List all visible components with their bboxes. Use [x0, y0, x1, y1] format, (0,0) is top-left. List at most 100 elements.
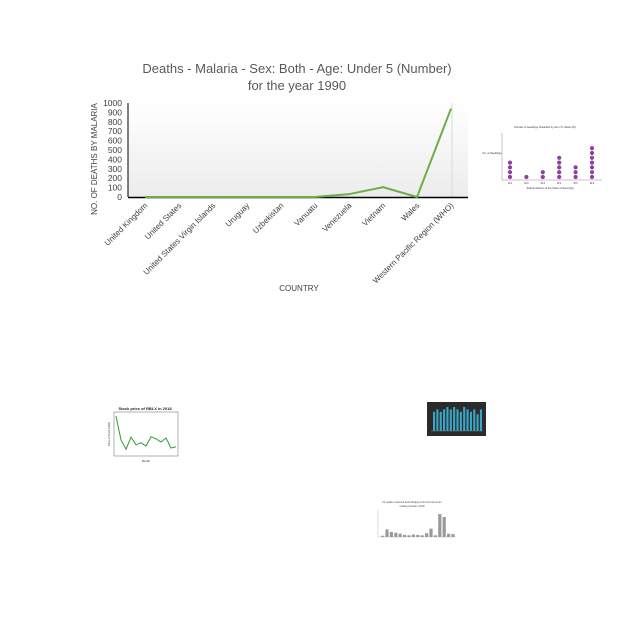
thumbnail-x-label: Month — [142, 459, 151, 463]
thumbnail-background — [104, 402, 184, 464]
bar — [443, 409, 446, 431]
y-tick-label: 1000 — [103, 98, 122, 108]
thumbnail-x-tick-label: W-6 — [590, 182, 595, 185]
bar — [429, 528, 433, 537]
x-tick-label: Venezuela — [321, 201, 354, 234]
bar — [403, 534, 407, 537]
bar — [453, 407, 456, 431]
bar — [389, 532, 393, 537]
y-tick-label: 100 — [108, 183, 122, 193]
x-tick-label: United Kingdom — [103, 201, 150, 248]
x-tick-label: Uzbekistan — [251, 201, 285, 235]
y-tick-label: 800 — [108, 117, 122, 127]
dot-point — [507, 160, 513, 165]
thumbnail-x-label: Total Emissions of the Class of Seed (kg… — [526, 186, 573, 190]
chart-subtitle: for the year 1990 — [248, 78, 346, 93]
x-tick-label: United States Virgin Islands — [142, 201, 218, 277]
bar — [433, 411, 436, 431]
stock-price-chart-thumbnail: Stock price of RBLX in 2018 Price of Sto… — [104, 402, 184, 464]
malaria-deaths-chart: Deaths - Malaria - Sex: Both - Age: Unde… — [90, 61, 468, 293]
x-tick-label: Vanuatu — [292, 201, 319, 228]
y-tick-label: 0 — [117, 192, 122, 202]
bar — [381, 535, 385, 537]
bar — [456, 409, 459, 431]
dot-point — [573, 165, 578, 170]
dot-point — [589, 170, 595, 175]
thumbnail-y-label: Price of Stock (USD) — [107, 422, 111, 446]
x-tick-label: Vietnam — [360, 201, 387, 228]
x-axis-label: COUNTRY — [279, 284, 319, 293]
series-line — [145, 108, 452, 198]
dot-point — [507, 170, 513, 175]
thumbnail-x-tick-label: W-4 — [557, 182, 562, 185]
plot-area — [128, 103, 468, 197]
dot-point — [524, 174, 529, 180]
bar — [466, 409, 469, 431]
bar — [447, 533, 451, 537]
dark-bar-chart-thumbnail — [427, 402, 486, 436]
thumbnail-background — [484, 118, 606, 194]
thumbnail-title: Number of seedlings Classified by the U.… — [514, 125, 576, 129]
bar — [446, 407, 449, 431]
thumbnail-y-label: No. of Seedlings — [482, 151, 502, 155]
bar — [433, 535, 437, 537]
dot-point — [557, 165, 562, 170]
x-tick-label: Wales — [400, 201, 422, 223]
air-quality-bar-chart-thumbnail: Air quality measured at the Beijing envi… — [366, 497, 460, 553]
x-tick-label: Uruguay — [224, 201, 252, 229]
y-tick-label: 200 — [108, 173, 122, 183]
bar — [459, 411, 462, 431]
bar — [436, 409, 439, 431]
thumbnail-series-line — [115, 415, 177, 451]
dot-point — [573, 174, 578, 180]
bar — [463, 407, 466, 431]
dot-point — [589, 174, 595, 180]
dot-point — [557, 155, 562, 160]
thumbnail-subtitle: reading interval in 2018 — [400, 505, 426, 508]
thumbnail-x-tick-label: W-3 — [541, 182, 546, 185]
y-tick-label: 500 — [108, 145, 122, 155]
dot-point — [557, 160, 562, 165]
thumbnail-plot-frame — [113, 411, 179, 457]
thumbnail-title: Stock price of RBLX in 2018 — [118, 406, 172, 411]
bar — [451, 534, 455, 537]
bar — [473, 409, 476, 431]
y-tick-label: 600 — [108, 136, 122, 146]
bar — [420, 535, 424, 537]
chart-title: Deaths - Malaria - Sex: Both - Age: Unde… — [142, 61, 451, 76]
dot-point — [507, 174, 513, 180]
thumbnail-x-tick-label: W-2 — [524, 182, 529, 185]
bar — [479, 409, 482, 431]
bar — [438, 514, 442, 537]
bar — [425, 533, 429, 537]
dot-point — [589, 165, 595, 170]
bar — [416, 534, 420, 537]
dot-point — [540, 170, 545, 175]
dot-point — [573, 170, 578, 175]
y-tick-label: 700 — [108, 126, 122, 136]
bar — [394, 532, 398, 537]
thumbnail-title: Air quality measured at the Beijing envi… — [382, 501, 441, 504]
y-tick-label: 900 — [108, 107, 122, 117]
bar — [411, 534, 415, 537]
dot-point — [589, 146, 595, 151]
seedlings-dot-chart-thumbnail: Number of seedlings Classified by the U.… — [482, 118, 606, 194]
dot-point — [589, 155, 595, 160]
bar — [407, 535, 411, 537]
y-tick-label: 400 — [108, 154, 122, 164]
thumbnail-x-tick-label: W-1 — [508, 182, 513, 185]
dot-point — [557, 174, 562, 180]
bar — [442, 517, 446, 537]
bar — [439, 411, 442, 431]
dot-point — [507, 165, 513, 170]
dot-point — [589, 150, 595, 156]
bar — [398, 533, 402, 537]
y-tick-label: 300 — [108, 164, 122, 174]
dot-point — [557, 170, 562, 175]
dot-point — [540, 174, 545, 180]
bar — [469, 411, 472, 431]
thumbnail-x-tick-label: W-5 — [573, 182, 578, 185]
bar — [476, 414, 479, 431]
bar — [385, 529, 389, 537]
